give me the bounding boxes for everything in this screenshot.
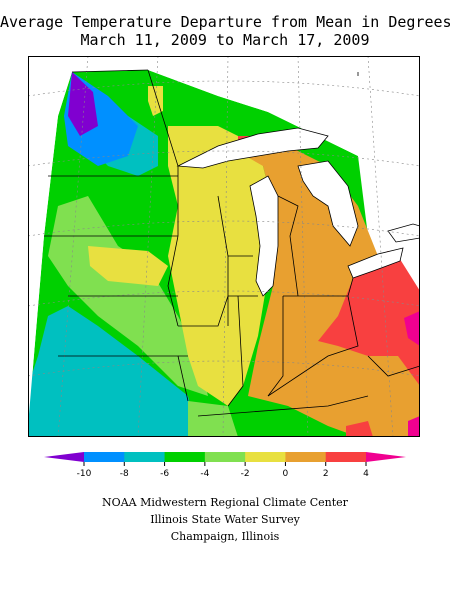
temperature-departure-map: [28, 56, 420, 437]
legend-tick-label: 4: [363, 469, 369, 479]
zone-yellow-central: [168, 126, 278, 406]
legend-tick-label: -4: [200, 469, 209, 479]
credit-location: Champaign, Illinois: [170, 530, 280, 543]
legend-tick-label: -8: [120, 469, 129, 479]
legend-tick-label: 0: [283, 469, 289, 479]
legend-bin: [204, 452, 246, 462]
lake-michigan: [249, 175, 279, 297]
legend-bin: [124, 452, 166, 462]
map-date-range: March 11, 2009 to March 17, 2009: [80, 31, 370, 49]
legend-tick-label: 2: [323, 469, 329, 479]
credit-organization: NOAA Midwestern Regional Climate Center: [102, 496, 348, 509]
lake-superior: [176, 127, 329, 169]
map-canvas: [28, 56, 420, 437]
zone-purple-northwest: [68, 72, 98, 136]
credit-survey: Illinois State Water Survey: [150, 513, 300, 526]
legend-bin: [245, 452, 286, 462]
map-frame: [28, 56, 420, 437]
legend-bin: [285, 452, 327, 462]
map-title: Average Temperature Departure from Mean …: [0, 13, 450, 31]
legend-tick-label: -2: [241, 469, 250, 479]
zone-magenta-east: [404, 311, 420, 346]
graticule: [28, 56, 420, 437]
outside-projection-left: [28, 72, 72, 426]
zone-yellow-west: [88, 246, 168, 286]
lake-ontario: [387, 223, 420, 243]
legend-bin: [164, 452, 206, 462]
color-legend: -10 -8 -6 -4 -2 0 2 4: [40, 448, 410, 480]
zone-cyan-west: [28, 306, 198, 437]
legend-bin: [325, 452, 367, 462]
zone-red-south: [346, 421, 373, 437]
legend-tick-label: -6: [160, 469, 169, 479]
legend-bin-arrow-high: [366, 452, 406, 462]
projection-boundary: [71, 69, 359, 76]
zone-magenta-southeast: [408, 416, 420, 437]
state-boundaries: [44, 69, 420, 417]
legend-bin: [84, 452, 125, 462]
legend-tick-label: -10: [77, 469, 92, 479]
legend-bin-arrow-low: [44, 452, 84, 462]
zone-red-east: [318, 251, 420, 386]
zone-cyan-dakota: [46, 316, 73, 346]
legend-canvas: -10 -8 -6 -4 -2 0 2 4: [44, 452, 406, 479]
lake-huron: [297, 160, 359, 247]
zone-lightgreen-south: [188, 401, 238, 437]
